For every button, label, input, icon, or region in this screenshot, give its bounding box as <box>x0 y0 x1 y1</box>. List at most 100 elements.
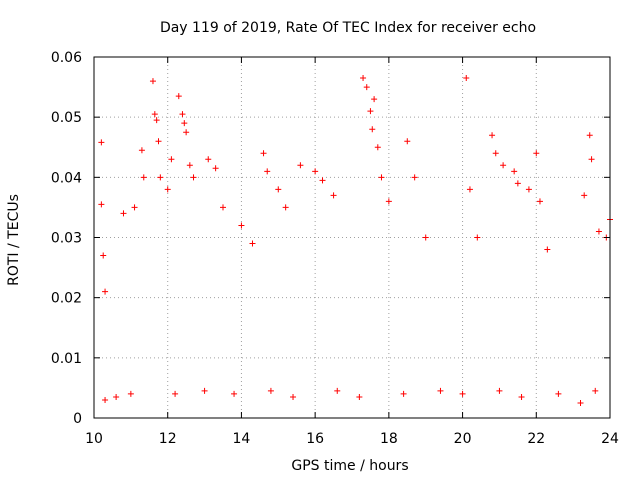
data-point <box>474 234 481 241</box>
y-tick-label: 0.06 <box>51 50 82 66</box>
data-point <box>186 162 193 169</box>
data-point <box>577 399 584 406</box>
data-point <box>267 387 274 394</box>
data-point <box>297 162 304 169</box>
data-point <box>525 186 532 193</box>
data-point <box>363 84 370 91</box>
data-point <box>157 174 164 181</box>
data-point <box>500 162 507 169</box>
data-point <box>201 387 208 394</box>
data-point <box>113 393 120 400</box>
data-point <box>360 75 367 82</box>
x-tick-label: 16 <box>306 431 324 447</box>
data-point <box>555 390 562 397</box>
chart-title: Day 119 of 2019, Rate Of TEC Index for r… <box>160 20 536 36</box>
data-point <box>212 165 219 172</box>
axis-ticks <box>93 56 611 419</box>
data-point <box>260 150 267 157</box>
x-tick-label: 22 <box>527 431 545 447</box>
tick-labels: 10 12 14 16 18 20 22 24 0 0.01 0.02 0.03 0.04 0.05 0.0… <box>51 50 619 447</box>
data-point <box>496 387 503 394</box>
data-point <box>411 174 418 181</box>
data-point <box>127 390 134 397</box>
data-point <box>463 75 470 82</box>
data-point <box>140 174 147 181</box>
data-point <box>592 387 599 394</box>
data-point <box>151 111 158 118</box>
data-point <box>533 150 540 157</box>
y-tick-label: 0.04 <box>51 170 82 186</box>
y-tick-label: 0.03 <box>51 231 82 247</box>
data-point <box>220 204 226 211</box>
data-point <box>356 393 363 400</box>
data-point <box>100 252 107 259</box>
data-point <box>595 228 602 235</box>
data-point <box>312 168 319 175</box>
plot-frame <box>93 56 611 419</box>
data-point <box>369 126 376 133</box>
data-point <box>249 240 256 247</box>
data-points <box>98 75 613 406</box>
data-point <box>190 174 197 181</box>
x-tick-label: 20 <box>454 431 472 447</box>
x-tick-label: 12 <box>159 431 177 447</box>
data-point <box>238 222 245 229</box>
data-point <box>120 210 127 217</box>
y-tick-label: 0.02 <box>51 291 82 307</box>
data-point <box>404 138 411 145</box>
x-tick-label: 14 <box>233 431 251 447</box>
y-tick-label: 0.01 <box>51 351 82 367</box>
data-point <box>264 168 271 175</box>
data-point <box>153 117 160 124</box>
data-point <box>164 186 171 193</box>
data-point <box>581 192 588 199</box>
data-point <box>175 93 182 100</box>
data-point <box>131 204 138 211</box>
data-point <box>275 186 282 193</box>
x-tick-label: 24 <box>601 431 619 447</box>
data-point <box>168 156 175 163</box>
data-point <box>319 177 326 184</box>
data-point <box>536 198 543 205</box>
data-point <box>330 192 337 199</box>
data-point <box>374 144 381 151</box>
data-point <box>181 120 188 127</box>
data-point <box>378 174 385 181</box>
grid <box>94 57 610 418</box>
data-point <box>492 150 499 157</box>
data-point <box>102 288 109 295</box>
data-point <box>437 387 444 394</box>
data-point <box>514 180 521 187</box>
data-point <box>459 390 466 397</box>
data-point <box>183 129 190 136</box>
data-point <box>231 390 238 397</box>
data-point <box>149 78 156 85</box>
x-tick-label: 10 <box>85 431 103 447</box>
data-point <box>544 246 551 253</box>
x-axis-label: GPS time / hours <box>291 458 408 474</box>
y-axis-label: ROTI / TECUs <box>6 194 22 286</box>
data-point <box>282 204 289 211</box>
data-point <box>98 201 105 208</box>
data-point <box>138 147 145 154</box>
y-tick-label: 0 <box>73 411 82 427</box>
data-point <box>205 156 212 163</box>
data-point <box>385 198 392 205</box>
data-point <box>102 396 109 403</box>
data-point <box>179 111 186 118</box>
data-point <box>511 168 518 175</box>
data-point <box>518 393 525 400</box>
data-point <box>466 186 473 193</box>
x-tick-label: 18 <box>380 431 398 447</box>
data-point <box>155 138 162 145</box>
data-point <box>422 234 429 241</box>
data-point <box>400 390 407 397</box>
data-point <box>489 132 496 139</box>
y-tick-label: 0.05 <box>51 110 82 126</box>
data-point <box>290 393 297 400</box>
data-point <box>334 387 341 394</box>
data-point <box>371 96 378 103</box>
data-point <box>586 132 593 139</box>
